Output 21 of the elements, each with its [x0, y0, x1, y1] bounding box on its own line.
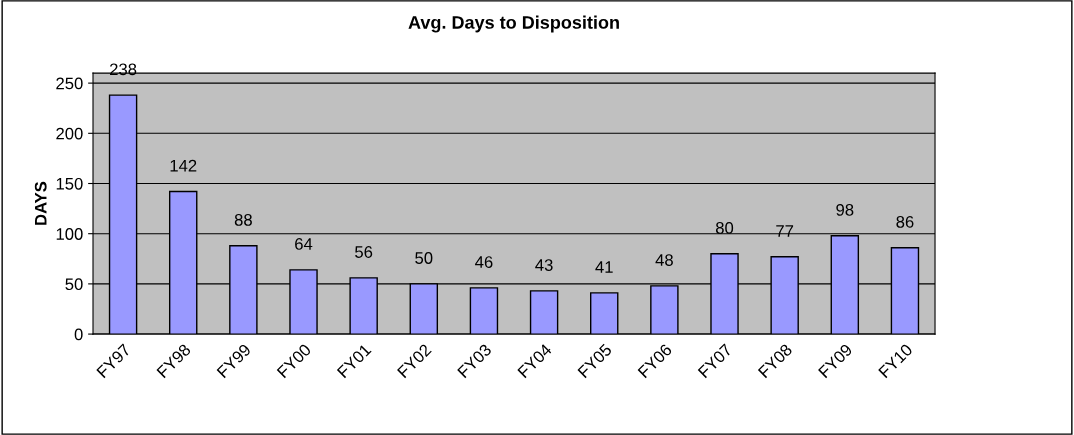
data-label: 48 — [655, 254, 673, 266]
data-label: 86 — [896, 215, 914, 228]
data-label: 56 — [355, 246, 373, 258]
y-tick-label: 50 — [65, 278, 83, 291]
data-label: 64 — [295, 238, 313, 250]
y-tick-label: 200 — [56, 127, 83, 140]
data-label: 98 — [836, 203, 854, 216]
data-label: 46 — [475, 256, 493, 268]
y-tick-label: 100 — [56, 228, 83, 240]
data-label: 80 — [715, 222, 734, 234]
y-tick-label: 150 — [56, 177, 83, 190]
y-axis-title: DAYS — [34, 181, 47, 225]
data-label: 43 — [535, 259, 553, 271]
data-label: 41 — [595, 261, 613, 273]
data-label: 238 — [110, 63, 137, 76]
chart-title: Avg. Days to Disposition — [408, 15, 619, 33]
y-tick-label: 0 — [74, 328, 83, 341]
y-tick-label: 250 — [56, 77, 83, 90]
data-label: 142 — [170, 159, 197, 172]
data-label: 50 — [415, 252, 433, 264]
data-label: 88 — [234, 213, 252, 226]
